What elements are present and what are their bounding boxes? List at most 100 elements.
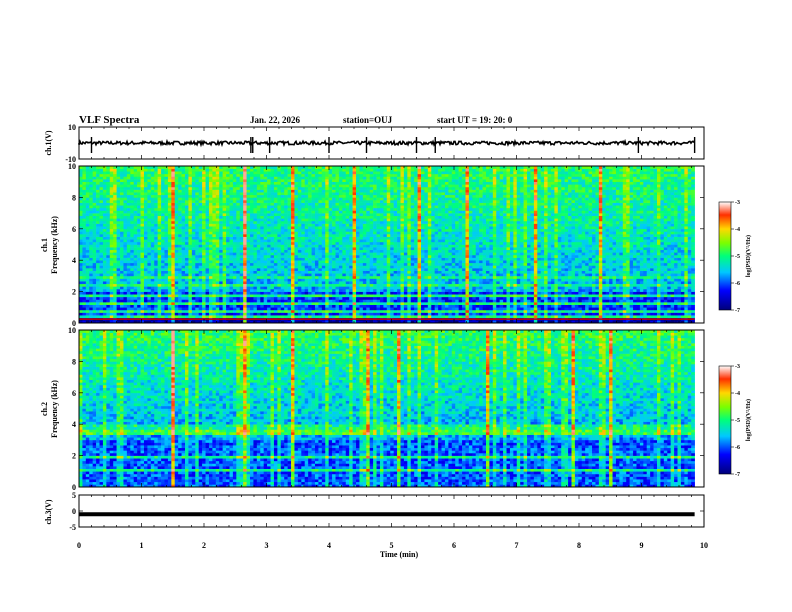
spectrum-cell (338, 239, 343, 243)
spectrum-cell (325, 207, 329, 211)
spectrum-cell (267, 239, 271, 243)
spectrum-cell (277, 315, 282, 319)
spectrum-cell (311, 220, 316, 224)
spectrum-cell (328, 179, 333, 182)
spectrum-cell (226, 226, 230, 230)
spectrum-cell (226, 231, 230, 235)
spectrum-cell (92, 220, 97, 224)
spectrum-cell (185, 194, 189, 198)
spectrum-cell (328, 281, 333, 285)
spectrum-cell (284, 270, 288, 274)
spectrum-cell (243, 168, 247, 172)
spectrum-cell (219, 312, 223, 316)
spectrum-cell (311, 184, 316, 188)
spectrum-cell (304, 294, 309, 298)
spectrum-cell (335, 320, 340, 324)
spectrum-cell (157, 179, 162, 182)
spectrum-cell (181, 197, 186, 201)
spectrum-cell (291, 252, 295, 256)
spectrum-cell (161, 223, 165, 227)
spectrum-cell (161, 176, 165, 180)
spectrum-cell (150, 186, 155, 190)
spectrum-cell (167, 260, 172, 264)
spectrum-cell (185, 181, 189, 185)
spectrum-cell (335, 262, 340, 266)
spectrum-cell (325, 247, 329, 251)
spectrum-cell (332, 302, 336, 305)
spectrum-cell (109, 268, 114, 271)
spectrum-cell (99, 244, 104, 248)
spectrum-cell (185, 176, 189, 180)
spectrum-cell (133, 231, 138, 235)
spectrum-cell (140, 171, 145, 175)
spectrum-cell (246, 236, 251, 240)
spectrum-cell (116, 257, 121, 261)
spectrum-cell (167, 205, 172, 209)
spectrum-cell (198, 207, 203, 211)
spectrum-cell (226, 254, 230, 258)
spectrum-cell (338, 226, 343, 230)
spectrum-cell (185, 241, 189, 245)
spectrum-cell (174, 265, 179, 269)
spectrum-cell (297, 299, 302, 303)
spectrum-cell (335, 166, 340, 169)
spectrum-cell (161, 249, 165, 253)
spectrum-cell (191, 302, 196, 305)
spectrum-cell (113, 205, 117, 209)
spectrum-cell (99, 171, 104, 175)
spectrum-cell (154, 273, 158, 277)
spectrum-cell (133, 257, 138, 261)
spectrum-cell (314, 173, 319, 177)
spectrum-cell (236, 202, 241, 206)
spectrum-cell (256, 234, 261, 237)
spectrum-cell (314, 286, 319, 290)
spectrum-cell (205, 288, 210, 292)
spectrum-cell (113, 241, 117, 245)
spectrum-cell (243, 281, 247, 285)
spectrum-cell (188, 189, 193, 193)
spectrum-cell (280, 220, 285, 224)
spectrum-cell (96, 252, 100, 256)
spectrum-cell (219, 286, 223, 290)
spectrum-cell (109, 184, 114, 188)
spectrum-cell (140, 166, 145, 169)
spectrum-cell (232, 278, 237, 282)
spectrum-cell (92, 249, 97, 253)
spectrum-cell (270, 299, 275, 303)
spectrum-cell (304, 197, 309, 201)
spectrum-cell (342, 200, 347, 203)
spectrum-cell (243, 197, 247, 201)
spectrum-cell (195, 278, 199, 282)
spectrum-cell (82, 202, 87, 206)
spectrum-cell (260, 281, 264, 285)
spectrum-cell (232, 210, 237, 214)
spectrum-cell (161, 247, 165, 251)
spectrum-cell (325, 268, 329, 271)
spectrum-cell (287, 288, 292, 292)
spectrum-cell (263, 197, 268, 201)
spectrum-cell (147, 294, 152, 298)
spectrum-cell (297, 278, 302, 282)
spectrum-cell (102, 299, 107, 303)
spectrum-cell (96, 288, 100, 292)
spectrum-cell (256, 291, 261, 295)
spectrum-cell (195, 218, 199, 222)
spectrum-cell (181, 302, 186, 305)
spectrum-cell (352, 265, 357, 269)
spectrum-cell (338, 241, 343, 245)
spectrum-cell (202, 249, 206, 253)
spectrum-cell (301, 213, 306, 217)
spectrum-cell (352, 283, 357, 287)
spectrum-cell (120, 184, 124, 188)
spectrum-cell (191, 268, 196, 271)
spectrum-cell (342, 270, 347, 274)
spectrum-cell (113, 166, 117, 169)
spectrum-cell (140, 179, 145, 182)
spectrum-cell (287, 213, 292, 217)
spectrum-cell (202, 173, 206, 177)
spectrum-cell (174, 189, 179, 193)
spectrum-cell (181, 231, 186, 235)
spectrum-cell (126, 215, 131, 219)
spectrum-cell (232, 223, 237, 227)
spectrum-cell (349, 192, 353, 196)
